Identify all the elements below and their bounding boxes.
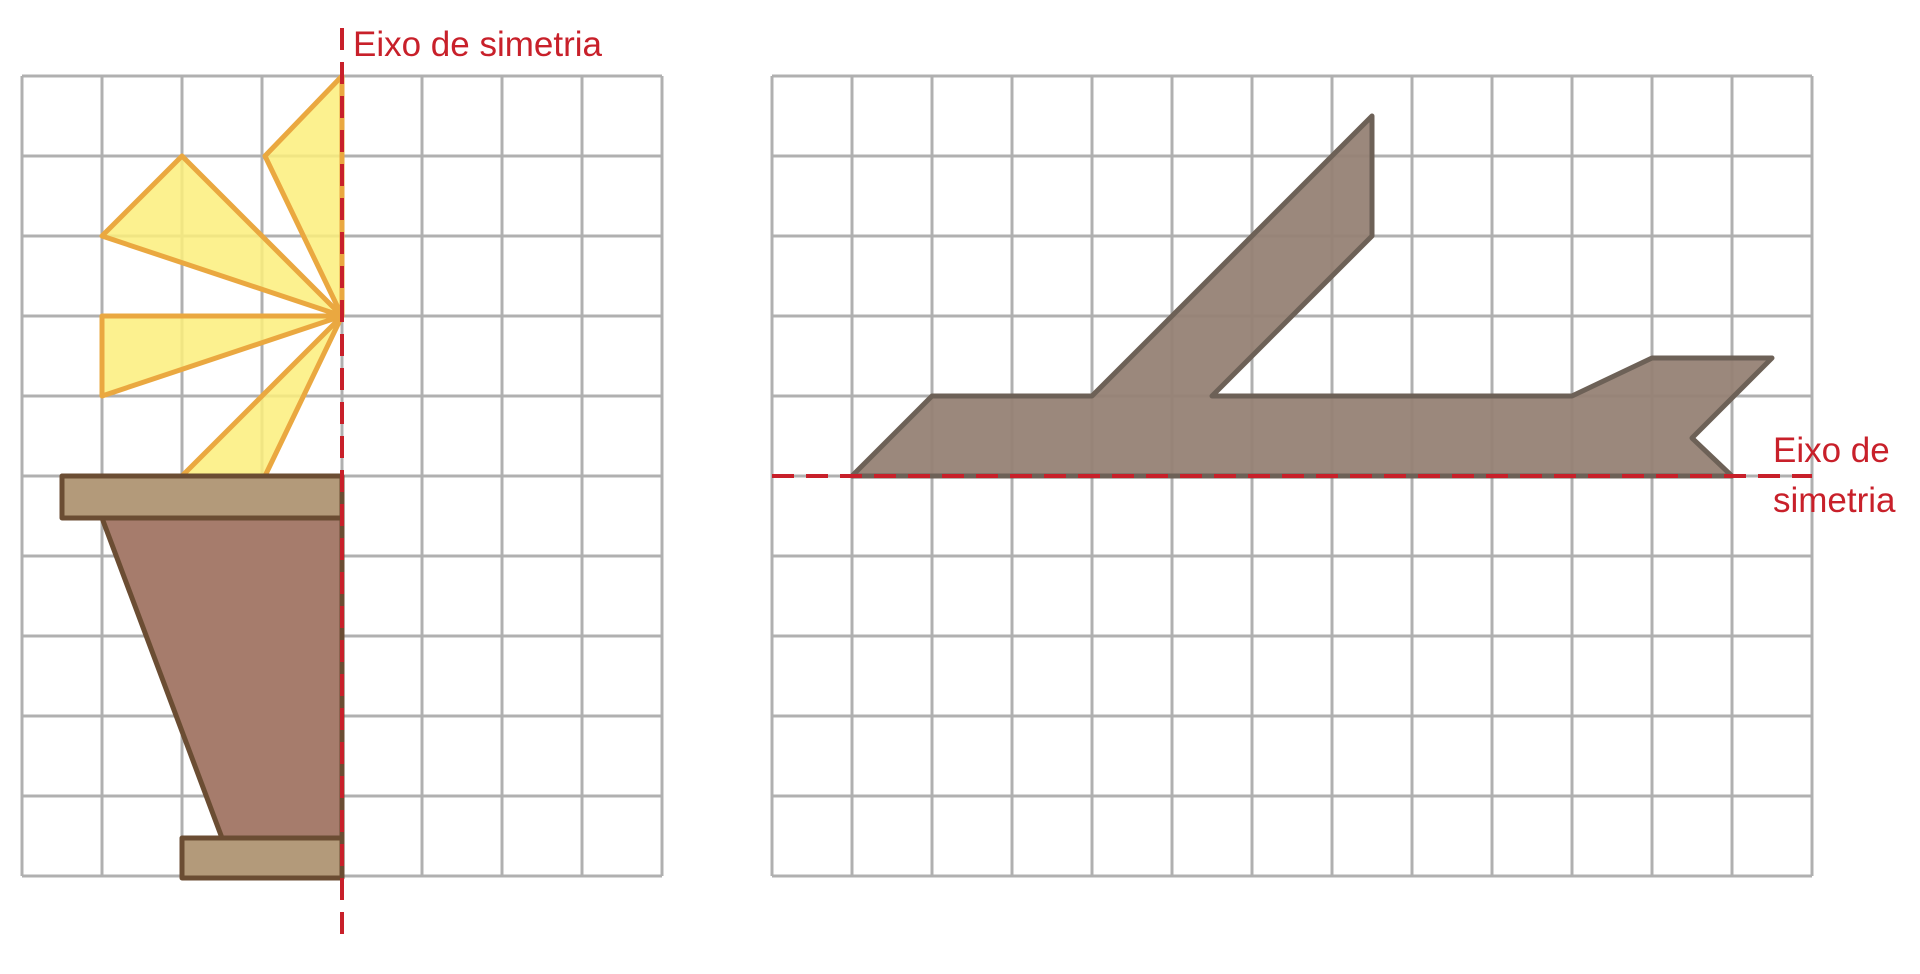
pot-base [179, 835, 345, 881]
flower-pot [59, 473, 345, 881]
vertical-axis-label: Eixo de simetria [353, 25, 603, 64]
horizontal-axis-label-line2: simetria [1773, 481, 1896, 520]
flower-petals [99, 73, 345, 479]
left-figure: Eixo de simetria [20, 25, 664, 946]
pot-body [99, 515, 345, 841]
petal [99, 313, 345, 399]
pot-rim [59, 473, 345, 521]
petal [99, 153, 345, 319]
petal [262, 73, 345, 319]
branch-shape [849, 113, 1775, 479]
horizontal-axis-label-line1: Eixo de [1773, 431, 1890, 470]
right-figure: Eixo de simetria [770, 74, 1896, 878]
